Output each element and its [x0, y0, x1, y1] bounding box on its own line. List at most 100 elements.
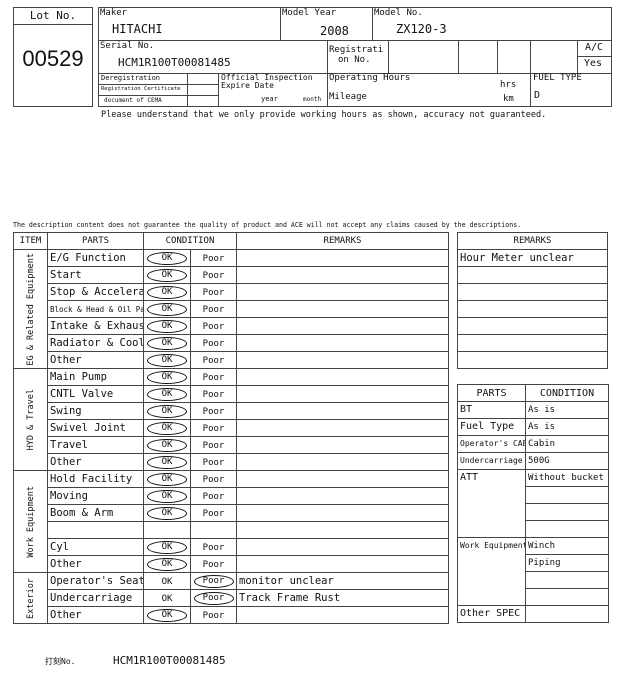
condition-ok-cell[interactable]: OK	[143, 266, 191, 284]
condition-poor[interactable]: Poor	[202, 356, 225, 366]
table-row: Moving OK Poor	[14, 487, 449, 505]
condition-ok-cell[interactable]: OK	[143, 487, 191, 505]
condition-ok[interactable]: OK	[147, 558, 187, 571]
condition-poor[interactable]: Poor	[202, 390, 225, 400]
condition-poor-cell[interactable]: Poor	[190, 351, 237, 369]
condition-ok-cell[interactable]: OK	[143, 368, 191, 386]
fuel-type-label: FUEL TYPE	[533, 73, 582, 83]
side-part-name: BT	[457, 401, 526, 419]
item-group-label: HYD & Travel	[25, 388, 36, 451]
condition-poor[interactable]: Poor	[202, 424, 225, 434]
lot-number: 00529	[22, 46, 84, 71]
condition-ok-cell[interactable]: OK	[143, 453, 191, 471]
registration-certificate-label: Registration Certificate	[101, 86, 181, 92]
condition-poor-cell[interactable]: Poor	[190, 436, 237, 454]
condition-ok[interactable]: OK	[147, 303, 187, 316]
condition-ok[interactable]: OK	[147, 439, 187, 452]
condition-poor-cell[interactable]	[190, 521, 237, 539]
condition-poor[interactable]: Poor	[202, 407, 225, 417]
condition-poor[interactable]: Poor	[202, 271, 225, 281]
condition-ok-cell[interactable]: OK	[143, 334, 191, 352]
condition-ok[interactable]: OK	[147, 456, 187, 469]
condition-poor-cell[interactable]: Poor	[190, 572, 237, 590]
condition-ok-cell[interactable]: OK	[143, 504, 191, 522]
condition-ok-cell[interactable]: OK	[143, 249, 191, 267]
condition-poor[interactable]: Poor	[202, 441, 225, 451]
condition-ok[interactable]: OK	[147, 473, 187, 486]
condition-ok[interactable]: OK	[147, 422, 187, 435]
condition-poor-cell[interactable]: Poor	[190, 606, 237, 624]
condition-poor-cell[interactable]: Poor	[190, 419, 237, 437]
condition-ok[interactable]: OK	[161, 577, 173, 587]
condition-poor[interactable]: Poor	[202, 611, 225, 621]
condition-ok-cell[interactable]: OK	[143, 606, 191, 624]
condition-poor-cell[interactable]: Poor	[190, 504, 237, 522]
condition-ok-cell[interactable]: OK	[143, 402, 191, 420]
condition-ok-cell[interactable]: OK	[143, 317, 191, 335]
condition-poor-cell[interactable]: Poor	[190, 453, 237, 471]
condition-poor[interactable]: Poor	[202, 509, 225, 519]
condition-ok-cell[interactable]: OK	[143, 283, 191, 301]
condition-ok-cell[interactable]: OK	[143, 589, 191, 607]
side-remark-row	[457, 351, 608, 369]
condition-ok-cell[interactable]: OK	[143, 351, 191, 369]
condition-ok[interactable]: OK	[147, 541, 187, 554]
condition-ok[interactable]: OK	[147, 269, 187, 282]
condition-poor[interactable]: Poor	[193, 592, 234, 605]
condition-poor[interactable]: Poor	[202, 475, 225, 485]
condition-poor[interactable]: Poor	[202, 458, 225, 468]
condition-ok-cell[interactable]: OK	[143, 385, 191, 403]
condition-ok-cell[interactable]: OK	[143, 470, 191, 488]
condition-poor-cell[interactable]: Poor	[190, 334, 237, 352]
condition-poor[interactable]: Poor	[202, 373, 225, 383]
condition-poor[interactable]: Poor	[202, 492, 225, 502]
condition-header: CONDITION	[143, 232, 237, 250]
condition-poor-cell[interactable]: Poor	[190, 487, 237, 505]
condition-ok[interactable]: OK	[147, 490, 187, 503]
condition-ok[interactable]: OK	[147, 252, 187, 265]
condition-ok-cell[interactable]: OK	[143, 538, 191, 556]
condition-poor-cell[interactable]: Poor	[190, 555, 237, 573]
table-row: Start OK Poor	[14, 266, 449, 284]
condition-poor-cell[interactable]: Poor	[190, 470, 237, 488]
condition-poor-cell[interactable]: Poor	[190, 300, 237, 318]
condition-ok-cell[interactable]: OK	[143, 436, 191, 454]
condition-poor-cell[interactable]: Poor	[190, 368, 237, 386]
ac-label: A/C	[585, 42, 604, 53]
condition-ok[interactable]: OK	[147, 354, 187, 367]
condition-ok[interactable]: OK	[147, 320, 187, 333]
condition-ok[interactable]: OK	[147, 286, 187, 299]
condition-poor[interactable]: Poor	[202, 560, 225, 570]
side-part-condition: 500G	[525, 452, 609, 470]
condition-poor[interactable]: Poor	[202, 339, 225, 349]
condition-poor-cell[interactable]: Poor	[190, 317, 237, 335]
condition-ok[interactable]: OK	[147, 507, 187, 520]
condition-ok[interactable]: OK	[147, 388, 187, 401]
condition-poor-cell[interactable]: Poor	[190, 249, 237, 267]
condition-poor[interactable]: Poor	[202, 322, 225, 332]
table-row: Undercarriage OK Poor Track Frame Rust	[14, 589, 449, 607]
condition-poor[interactable]: Poor	[202, 543, 225, 553]
condition-ok-cell[interactable]: OK	[143, 555, 191, 573]
condition-ok[interactable]: OK	[147, 405, 187, 418]
condition-poor[interactable]: Poor	[202, 288, 225, 298]
condition-poor-cell[interactable]: Poor	[190, 385, 237, 403]
condition-poor[interactable]: Poor	[202, 305, 225, 315]
condition-poor-cell[interactable]: Poor	[190, 283, 237, 301]
condition-ok-cell[interactable]	[143, 521, 191, 539]
condition-ok[interactable]: OK	[147, 609, 187, 622]
table-row: Radiator & CoolingOK Poor	[14, 334, 449, 352]
condition-ok-cell[interactable]: OK	[143, 572, 191, 590]
condition-poor-cell[interactable]: Poor	[190, 402, 237, 420]
condition-ok-cell[interactable]: OK	[143, 419, 191, 437]
condition-poor-cell[interactable]: Poor	[190, 538, 237, 556]
table-row: Other OK Poor	[14, 453, 449, 471]
condition-ok[interactable]: OK	[147, 337, 187, 350]
condition-ok[interactable]: OK	[161, 594, 173, 604]
condition-poor-cell[interactable]: Poor	[190, 589, 237, 607]
condition-poor-cell[interactable]: Poor	[190, 266, 237, 284]
condition-ok-cell[interactable]: OK	[143, 300, 191, 318]
condition-poor[interactable]: Poor	[193, 575, 234, 588]
condition-poor[interactable]: Poor	[202, 254, 225, 264]
condition-ok[interactable]: OK	[147, 371, 187, 384]
